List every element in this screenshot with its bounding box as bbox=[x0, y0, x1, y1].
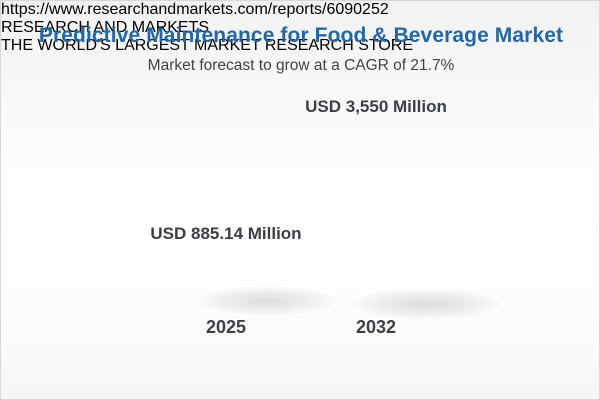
bar-2025-value-label: USD 885.14 Million bbox=[150, 224, 302, 243]
report-url: https://www.researchandmarkets.com/repor… bbox=[1, 1, 389, 18]
research-and-markets-logo: RESEARCH AND MARKETS THE WORLD'S LARGEST… bbox=[1, 19, 599, 55]
logo-word-research: RESEARCH bbox=[1, 19, 90, 36]
bar-2032-value-label: USD 3,550 Million bbox=[305, 97, 447, 116]
logo-word-and: AND bbox=[93, 19, 128, 36]
logo-tagline: THE WORLD'S LARGEST MARKET RESEARCH STOR… bbox=[1, 37, 414, 54]
bar-2032-shadow bbox=[346, 287, 506, 321]
logo-wordmark: RESEARCH AND MARKETS bbox=[1, 19, 599, 37]
chart-title: Predictive Maintenance for Food & Bevera… bbox=[38, 24, 564, 47]
logo-word-markets: MARKETS bbox=[131, 19, 210, 36]
bar-2032-category-label: 2032 bbox=[355, 317, 397, 337]
chart-subtitle: Market forecast to grow at a CAGR of 21.… bbox=[147, 57, 455, 74]
bar-2025-category-label: 2025 bbox=[205, 317, 247, 337]
bar-2025-shadow bbox=[191, 285, 341, 317]
